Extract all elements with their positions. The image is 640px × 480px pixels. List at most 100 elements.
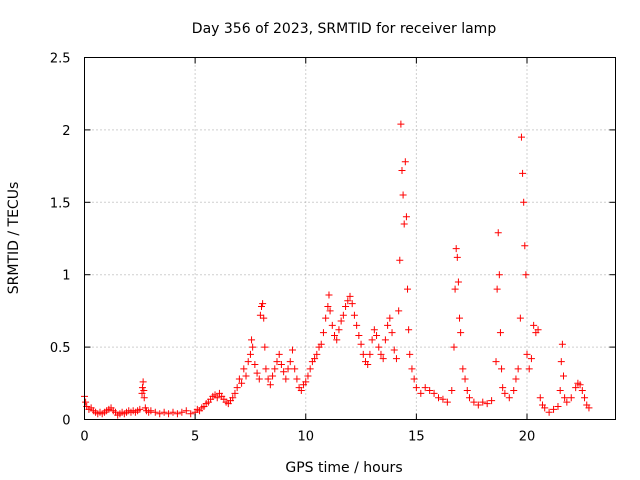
data-point [399,191,407,199]
data-point [359,350,367,358]
data-point [452,245,460,253]
y-tick-label: 0.5 [50,341,71,356]
data-point [178,408,186,416]
data-point [556,387,564,395]
data-point [435,394,442,402]
data-point [510,387,518,395]
data-point [521,242,529,250]
data-point [366,350,374,358]
data-point [160,408,168,416]
data-point [516,314,524,322]
data-point [253,369,261,377]
data-point [496,329,504,337]
x-tick-label: 5 [191,430,199,445]
data-point [291,365,299,373]
data-point [169,408,177,416]
data-point [344,297,352,305]
data-point [277,360,285,368]
data-point [353,321,361,329]
y-axis-ticks: 0 0.5 1 1.5 2 2.5 [50,52,616,429]
data-point [470,398,478,406]
data-point [541,404,549,412]
data-point [375,343,383,351]
data-point [187,410,195,418]
data-point [474,401,482,409]
data-point [339,311,347,319]
data-point [563,398,571,406]
data-point [342,303,350,311]
data-point [417,389,425,397]
data-point [229,394,237,402]
data-point [311,355,319,363]
data-point [567,394,575,402]
data-point [249,343,257,351]
data-point [140,387,148,395]
data-point [357,340,365,348]
data-point [264,375,272,383]
data-point [381,336,389,344]
x-tick-label: 10 [297,430,314,445]
data-point [456,314,464,322]
data-point [256,311,264,319]
data-point [390,346,398,354]
data-point [156,410,164,418]
data-point [304,372,312,380]
data-point [426,387,434,395]
data-point [448,387,456,395]
data-point [396,256,404,264]
data-point [271,365,279,373]
data-point [585,404,593,412]
data-point [165,410,173,418]
data-point [231,389,239,397]
data-point [255,375,263,383]
data-point [140,394,148,402]
data-point [306,365,314,373]
data-point [325,291,333,299]
x-gridlines [194,57,528,420]
data-point [572,384,580,392]
y-tick-label: 2 [62,124,70,139]
data-point [461,375,469,383]
data-point [182,407,190,415]
data-point [333,336,341,344]
data-point [269,372,277,380]
data-point [401,158,409,166]
data-point [421,384,429,392]
data-point [138,384,146,392]
data-point [545,408,553,416]
data-point [242,372,250,380]
data-point [558,340,566,348]
data-point [259,300,267,308]
data-point [402,213,410,221]
y-gridlines [84,129,616,348]
data-point [576,381,584,389]
data-point [324,303,332,311]
data-point [488,397,496,405]
data-point [384,321,392,329]
chart-title: Day 356 of 2023, SRMTID for receiver lam… [192,21,497,37]
data-point [322,314,330,322]
x-axis-title: GPS time / hours [285,460,402,476]
x-tick-label: 0 [80,430,88,445]
data-point [498,365,506,373]
data-point [505,394,513,402]
data-point [494,229,502,237]
data-point [581,394,589,402]
data-point [258,303,265,311]
data-point [430,389,438,397]
data-point [451,285,459,293]
data-point [82,398,90,406]
data-point [326,307,334,315]
data-point [499,384,507,392]
y-tick-label: 0 [62,414,70,429]
data-point [495,271,503,279]
data-point [405,326,413,334]
data-point [262,365,270,373]
data-point [550,405,558,413]
data-point [454,278,462,286]
data-point [273,358,281,366]
data-point [527,355,535,363]
data-point [213,394,221,402]
data-point [410,375,418,383]
